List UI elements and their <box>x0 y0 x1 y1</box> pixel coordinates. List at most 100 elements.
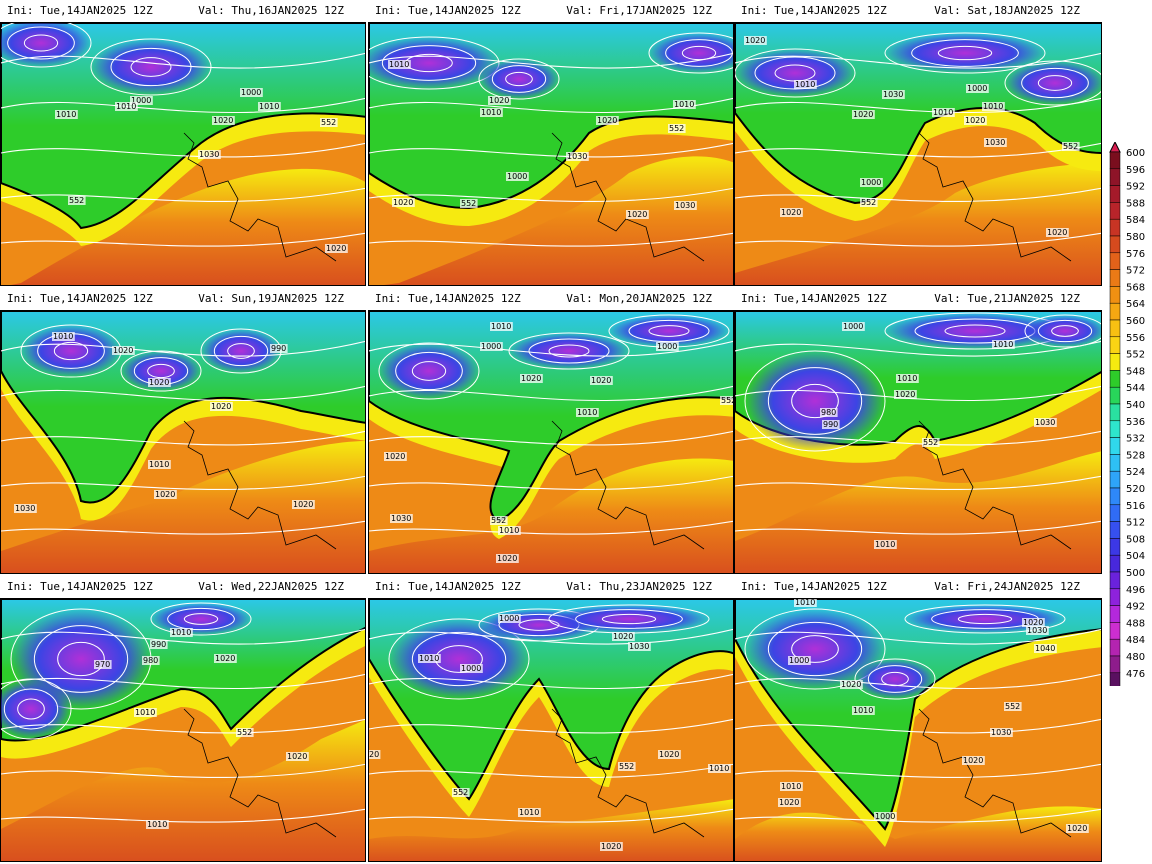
contour-label-bg <box>966 84 989 93</box>
colorbar-swatch <box>1109 622 1121 640</box>
contour-label-bg <box>55 110 78 119</box>
contour-label: 1010 <box>795 80 815 89</box>
contour-label: 1040 <box>1035 644 1055 653</box>
contour-label: 1020 <box>841 680 861 689</box>
contour-label: 552 <box>861 198 876 207</box>
colorbar-swatch <box>1109 286 1121 304</box>
isobar <box>548 344 590 358</box>
contour-label: 552 <box>321 118 336 127</box>
isobar <box>381 45 477 81</box>
isobar <box>130 57 172 77</box>
contour-label: 1020 <box>113 346 133 355</box>
contour-label-bg <box>794 80 817 89</box>
contour-label-bg <box>210 402 233 411</box>
contour-label-bg <box>778 798 801 807</box>
contour-label: 1010 <box>56 110 76 119</box>
isobar <box>369 430 733 446</box>
contour-label-bg <box>480 342 503 351</box>
polar-vortex <box>735 49 855 97</box>
contour-label: 1010 <box>983 102 1003 111</box>
init-time-label: Ini: Tue,14JAN2025 12Z <box>741 4 887 17</box>
contour-label-bg <box>708 764 731 773</box>
contour-label: 1010 <box>674 100 694 109</box>
valid-time-label: Val: Mon,20JAN2025 12Z <box>566 292 712 305</box>
isobar <box>735 673 1101 690</box>
polar-vortex <box>549 605 709 633</box>
colorbar-label: 544 <box>1126 383 1145 394</box>
contour-label-bg <box>115 102 138 111</box>
contour-label-bg <box>520 374 543 383</box>
subtropical-ridge <box>11 168 365 285</box>
contour-label: 1000 <box>861 178 881 187</box>
contour-label-bg <box>148 460 171 469</box>
contour-label: 1020 <box>1023 618 1043 627</box>
polar-vortex <box>151 603 251 635</box>
contour-label-bg <box>1046 228 1069 237</box>
colorbar-label: 588 <box>1126 198 1145 209</box>
contour-label-bg <box>984 138 1007 147</box>
isobar <box>1051 325 1079 337</box>
contour-label: 1030 <box>391 514 411 523</box>
isobar <box>1 475 365 491</box>
colorbar-swatch <box>1109 571 1121 590</box>
isobar <box>369 520 733 535</box>
geopotential-map: 1020 1010 1030 1000 1010 1020 1010 1020 1030 552 1… <box>734 22 1102 286</box>
contour-label: 980 <box>821 408 836 417</box>
valid-time-label: Val: Tue,21JAN2025 12Z <box>934 292 1080 305</box>
contour-label: 1030 <box>15 504 35 513</box>
isobar <box>884 32 1046 74</box>
valid-time-label: Val: Thu,23JAN2025 12Z <box>566 580 712 593</box>
contour-label: 1010 <box>499 526 519 535</box>
contour-label-bg <box>658 750 681 759</box>
isobar <box>628 319 710 343</box>
isobar <box>505 71 533 87</box>
isobar <box>369 52 733 69</box>
contour-label: 552 <box>669 124 684 133</box>
colorbar-swatch <box>1109 672 1121 690</box>
contour-label-bg <box>852 706 875 715</box>
colorbar-swatch <box>1109 504 1121 522</box>
contour-label: 1000 <box>967 84 987 93</box>
contour-label: 1010 <box>577 408 597 417</box>
contour-label: 552 <box>491 516 506 525</box>
init-time-label: Ini: Tue,14JAN2025 12Z <box>741 292 887 305</box>
isobar <box>33 625 129 693</box>
contour-label: 1010 <box>116 102 136 111</box>
isobar <box>937 45 993 61</box>
contour-label: 1010 <box>419 654 439 663</box>
coastline <box>918 708 1072 838</box>
contour-label: 20 <box>369 750 379 759</box>
contour-label-bg <box>112 346 135 355</box>
contour-label-bg <box>490 516 508 525</box>
isobar <box>665 39 733 67</box>
contour-label-bg <box>882 90 905 99</box>
isobar <box>735 232 1101 247</box>
contour-label-bg <box>618 762 636 771</box>
contour-label-bg <box>270 344 288 353</box>
isobar <box>1 187 365 203</box>
contour-label: 1000 <box>789 656 809 665</box>
isobar <box>23 34 59 52</box>
geopotential-map: 1000 1020 1030 1010 1000 20 552 1020 1010 1010 102… <box>368 598 734 862</box>
subtropical-ridge <box>735 451 1101 573</box>
subtropical-ridge <box>735 163 1101 285</box>
contour-label-bg <box>392 198 415 207</box>
contour-label: 1020 <box>211 402 231 411</box>
contour-label: 1020 <box>963 756 983 765</box>
contour-label-bg <box>992 340 1015 349</box>
colorbar-swatch <box>1109 353 1121 371</box>
colorbar-swatch <box>1109 168 1121 186</box>
isobar <box>735 187 1101 203</box>
isobar <box>508 332 630 370</box>
colorbar-swatch <box>1109 386 1121 405</box>
contour-label-bg <box>518 808 541 817</box>
colorbar-swatch <box>1109 538 1121 556</box>
contour-label: 1020 <box>213 116 233 125</box>
contour-label-bg <box>452 788 470 797</box>
contour-label-bg <box>894 390 917 399</box>
colorbar-label: 580 <box>1126 232 1145 243</box>
contour-label-bg <box>794 599 817 607</box>
isobar <box>213 335 269 367</box>
init-time-label: Ini: Tue,14JAN2025 12Z <box>7 580 153 593</box>
contour-label-bg <box>488 96 511 105</box>
